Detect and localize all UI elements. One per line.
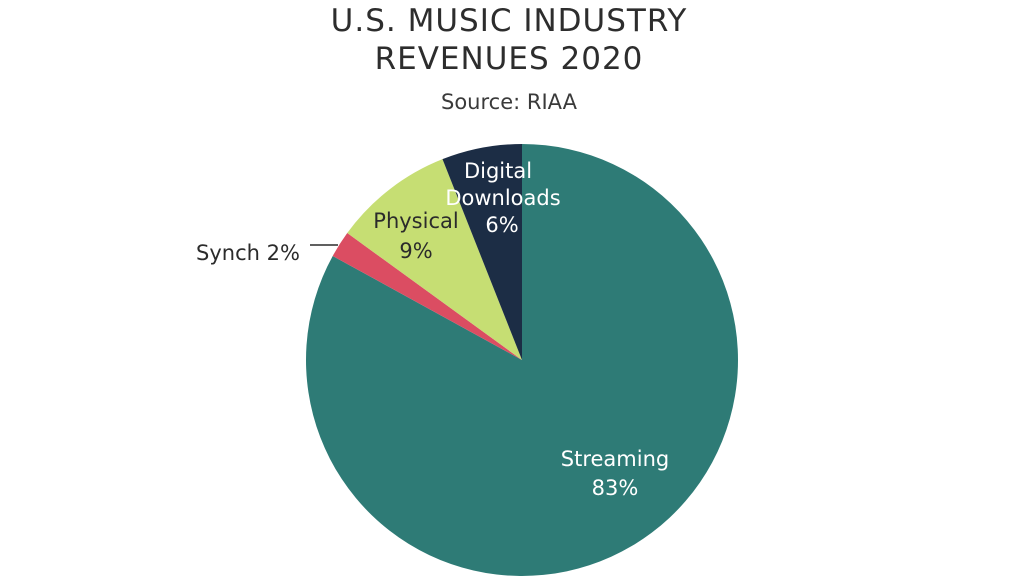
pie-slice-physical <box>347 159 522 360</box>
slice-label-digital: Digital <box>464 159 532 183</box>
pie-labels: Streaming 83% Synch 2% Physical 9% Digit… <box>196 159 669 500</box>
chart-title-line-2: REVENUES 2020 <box>374 41 644 77</box>
chart-subtitle: Source: RIAA <box>441 90 577 114</box>
slice-value-synch: 2% <box>267 241 300 265</box>
chart-title-block: U.S. MUSIC INDUSTRY REVENUES 2020 Source… <box>0 2 1018 116</box>
pie-slice-digital-downloads <box>442 144 522 360</box>
slice-label-synch: Synch 2% <box>196 241 300 265</box>
pie-slice-synch <box>332 233 522 360</box>
slice-label-streaming: Streaming <box>561 447 669 471</box>
pie-slices <box>306 143 739 576</box>
slice-value-physical: 9% <box>399 239 432 263</box>
slice-value-digital-downloads: 6% <box>485 213 518 237</box>
slice-value-streaming: 83% <box>592 476 639 500</box>
slice-label-synch-name: Synch <box>196 241 260 265</box>
slice-label-downloads: Downloads <box>445 186 560 210</box>
chart-title-line-1: U.S. MUSIC INDUSTRY <box>330 3 688 39</box>
slice-label-physical: Physical <box>373 209 458 233</box>
pie-slice-streaming <box>306 143 739 576</box>
